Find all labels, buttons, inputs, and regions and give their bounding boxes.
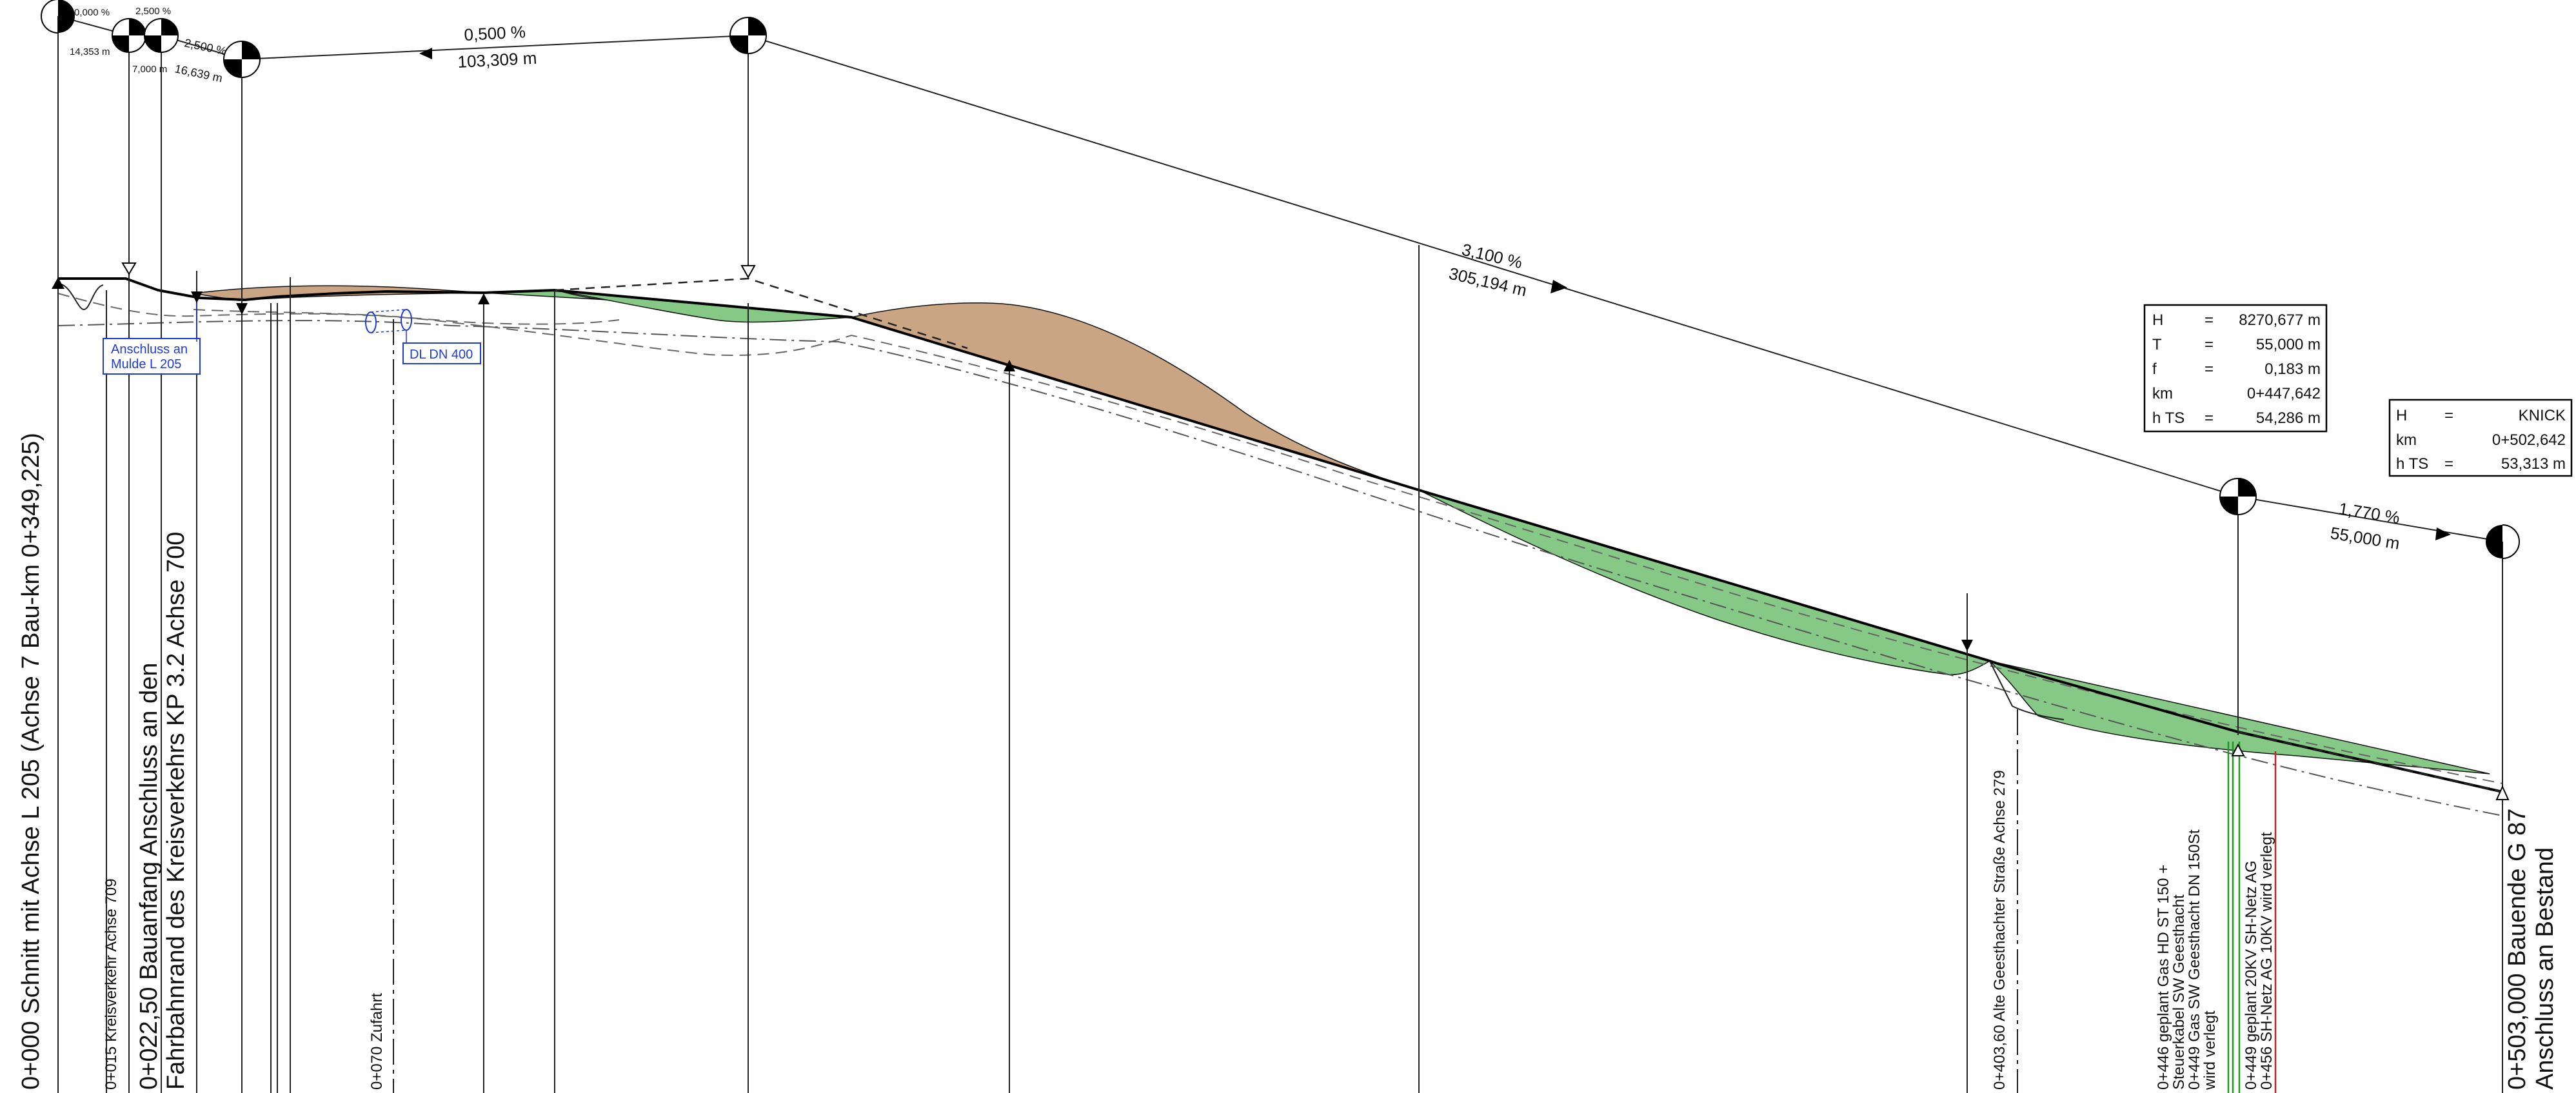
grade-line bbox=[58, 277, 2503, 793]
station-0449b: 0+449 geplant 20KV SH-Netz AG bbox=[2243, 860, 2260, 1090]
fill-area-right bbox=[1988, 660, 2490, 774]
pipe-symbol bbox=[365, 309, 412, 333]
gp0-top: 0,000 % bbox=[74, 7, 110, 18]
cb-eq-4: = bbox=[2204, 409, 2214, 427]
station-0446-l2: Steuerkabel SW Geesthacht bbox=[2170, 894, 2188, 1090]
cb-val-1: 55,000 m bbox=[2256, 336, 2321, 353]
station-lines bbox=[106, 245, 2277, 1093]
station-0449-l2: wird verlegt bbox=[2201, 1010, 2219, 1090]
station-0000: 0+000 Schnitt mit Achse L 205 (Achse 7 B… bbox=[17, 433, 45, 1090]
station-0503-l1: 0+503,000 Bauende G 87 bbox=[2504, 809, 2531, 1090]
marker-3 bbox=[223, 41, 261, 78]
cb-key-2: f bbox=[2152, 360, 2157, 378]
anschluss-annotation: Anschluss an Mulde L 205 bbox=[103, 303, 201, 375]
grade-dip bbox=[57, 283, 104, 311]
dl-annotation: DL DN 400 bbox=[402, 330, 481, 364]
existing-ground-line-2 bbox=[193, 309, 620, 325]
station-0449-l1: 0+449 Gas SW Geesthacht DN 150St bbox=[2186, 829, 2203, 1090]
cut-area-hump bbox=[849, 302, 1420, 491]
kb-val-1: 0+502,642 bbox=[2492, 431, 2566, 449]
cb-val-0: 8270,677 m bbox=[2239, 311, 2321, 329]
ground-lines bbox=[57, 293, 2503, 816]
cb-key-4: h TS bbox=[2152, 409, 2185, 427]
station-0503-l2: Anschluss an Bestand bbox=[2531, 847, 2559, 1090]
arrow-2 bbox=[1551, 280, 1567, 293]
station-labels: 0+000 Schnitt mit Achse L 205 (Achse 7 B… bbox=[17, 433, 2559, 1090]
cb-val-4: 54,286 m bbox=[2256, 409, 2321, 427]
station-0403: 0+403,60 Alte Geesthachter Straße Achse … bbox=[1991, 770, 2008, 1090]
gp0-bottom: 14,353 m bbox=[70, 46, 110, 57]
curve-data-box: H = 8270,677 m T = 55,000 m f = 0,183 m … bbox=[2143, 304, 2328, 433]
marker-pvi bbox=[729, 17, 767, 54]
anschluss-line1: Anschluss an bbox=[111, 342, 188, 357]
marker-0 bbox=[41, 0, 75, 34]
knick-data-box: H = KNICK km 0+502,642 h TS = 53,313 m bbox=[2388, 399, 2573, 477]
existing-ground-line bbox=[57, 293, 2503, 784]
fill-area-main bbox=[1418, 489, 1991, 676]
gp1-top: 2,500 % bbox=[135, 6, 171, 17]
marker-1 bbox=[112, 18, 146, 53]
seg1-percent: 0,500 % bbox=[464, 22, 526, 44]
station-0446-l1: 0+446 geplant Gas HD ST 150 + bbox=[2155, 865, 2172, 1090]
seg3-length: 55,000 m bbox=[2329, 523, 2401, 553]
kb-key-0: H bbox=[2396, 407, 2407, 424]
gp2-bottom: 16,639 m bbox=[173, 62, 224, 84]
anschluss-line2: Mulde L 205 bbox=[111, 357, 181, 371]
arrow-3 bbox=[2435, 527, 2451, 540]
station-0456: 0+456 SH-Netz AG 10KV wird verlegt bbox=[2258, 832, 2275, 1090]
cb-eq-2: = bbox=[2204, 360, 2214, 378]
subgrade-line bbox=[57, 320, 2503, 816]
cb-key-1: T bbox=[2152, 336, 2162, 353]
kb-eq-0: = bbox=[2444, 407, 2453, 424]
kb-val-0: KNICK bbox=[2519, 407, 2566, 424]
station-0022-l1: 0+022,50 Bauanfang Anschluss an den bbox=[135, 663, 163, 1090]
cb-val-2: 0,183 m bbox=[2264, 360, 2321, 378]
gp1-bottom: 7,000 m bbox=[132, 64, 167, 75]
marker-curve bbox=[2219, 478, 2257, 515]
station-0015: 0+015 Kreisverkehr Achse 709 bbox=[103, 878, 120, 1090]
kb-val-2: 53,313 m bbox=[2501, 455, 2566, 473]
station-0070: 0+070 Zufahrt bbox=[368, 993, 386, 1090]
grade-arrows bbox=[52, 262, 2510, 800]
gp2-top: 2,500 % bbox=[183, 36, 228, 57]
kink-0403 bbox=[1989, 660, 2065, 720]
kb-eq-2: = bbox=[2444, 455, 2453, 473]
cb-val-3: 0+447,642 bbox=[2247, 385, 2321, 402]
cb-key-3: km bbox=[2152, 385, 2173, 402]
kb-key-2: h TS bbox=[2396, 455, 2428, 473]
kb-key-1: km bbox=[2396, 431, 2417, 449]
seg3-percent: 1,770 % bbox=[2337, 498, 2401, 527]
grade-schematic bbox=[57, 15, 2503, 1093]
arrow-1 bbox=[419, 48, 432, 59]
cb-eq-1: = bbox=[2204, 336, 2214, 353]
grade-labels: 0,000 % 14,353 m 2,500 % 7,000 m 2,500 %… bbox=[70, 6, 2401, 553]
cb-eq-0: = bbox=[2204, 311, 2214, 329]
station-0022-l2: Fahrbahnrand des Kreisverkehrs KP 3.2 Ac… bbox=[163, 532, 190, 1090]
marker-2 bbox=[144, 18, 179, 53]
dl-label: DL DN 400 bbox=[410, 348, 473, 362]
marker-end bbox=[2486, 524, 2520, 559]
seg1-length: 103,309 m bbox=[457, 48, 537, 72]
earthwork-areas bbox=[193, 285, 2490, 774]
survey-markers bbox=[41, 0, 2520, 559]
cb-key-0: H bbox=[2152, 311, 2163, 329]
